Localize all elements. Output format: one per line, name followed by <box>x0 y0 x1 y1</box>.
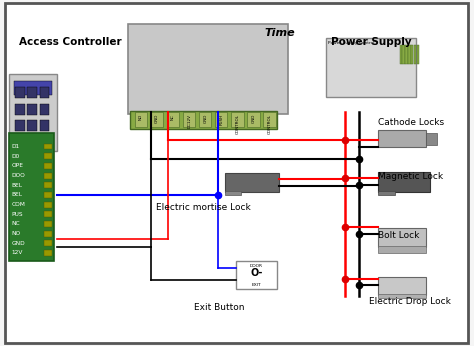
Text: PUSH: PUSH <box>219 114 223 125</box>
Bar <box>44 153 53 159</box>
Text: Power Supply: Power Supply <box>331 37 412 46</box>
Bar <box>402 45 405 64</box>
Text: Power Supply Control: Power Supply Control <box>328 41 375 45</box>
Bar <box>44 173 53 179</box>
Bar <box>225 173 279 192</box>
Text: CONTROL: CONTROL <box>236 114 239 134</box>
Bar <box>130 111 277 129</box>
Text: Cathode Locks: Cathode Locks <box>378 118 445 127</box>
Bar <box>27 87 37 98</box>
Bar <box>44 250 53 256</box>
Bar <box>9 74 57 151</box>
Bar <box>400 45 402 64</box>
Text: DOOR: DOOR <box>250 264 263 268</box>
Bar <box>378 191 395 195</box>
Bar <box>237 261 277 289</box>
Text: O-: O- <box>250 268 263 278</box>
Bar <box>135 112 147 127</box>
Bar <box>247 112 260 127</box>
Bar <box>231 112 244 127</box>
Bar <box>40 120 49 131</box>
Text: 12V: 12V <box>11 251 23 255</box>
Bar <box>27 104 37 115</box>
Bar <box>44 163 53 169</box>
Bar <box>44 182 53 188</box>
Bar <box>378 172 430 192</box>
Bar <box>378 294 426 298</box>
Bar <box>44 221 53 227</box>
Bar <box>378 130 426 147</box>
Text: Exit Button: Exit Button <box>194 303 245 312</box>
Bar <box>44 202 53 208</box>
Bar <box>264 112 276 127</box>
Text: DOO: DOO <box>11 173 25 178</box>
Bar <box>225 191 241 195</box>
Text: Magnetic Lock: Magnetic Lock <box>378 172 444 181</box>
Text: PUS: PUS <box>11 212 23 217</box>
Text: GND: GND <box>155 114 159 123</box>
Text: Bolt Lock: Bolt Lock <box>378 231 420 240</box>
Bar <box>128 24 289 114</box>
Bar <box>14 81 52 95</box>
Bar <box>44 144 53 149</box>
Text: BEL: BEL <box>11 183 22 188</box>
Bar <box>326 38 416 97</box>
Bar <box>15 120 25 131</box>
Bar <box>417 45 419 64</box>
Bar <box>44 211 53 217</box>
Bar <box>215 112 228 127</box>
Bar <box>15 104 25 115</box>
Text: GND: GND <box>252 114 255 123</box>
Bar <box>414 45 416 64</box>
Bar <box>44 231 53 237</box>
Text: NC: NC <box>11 221 20 226</box>
Bar <box>405 45 408 64</box>
Bar <box>40 104 49 115</box>
Text: GND: GND <box>203 114 207 123</box>
Text: D0: D0 <box>11 154 19 158</box>
Bar <box>9 133 55 261</box>
Text: Time: Time <box>265 28 295 38</box>
Bar <box>411 45 413 64</box>
Bar <box>378 277 426 295</box>
Bar <box>151 112 163 127</box>
Bar <box>167 112 179 127</box>
Text: OPE: OPE <box>11 163 23 168</box>
Bar <box>378 228 426 247</box>
Text: GND: GND <box>11 241 25 246</box>
Text: Access Controller: Access Controller <box>19 37 121 46</box>
Bar <box>15 87 25 98</box>
Text: Electric Drop Lock: Electric Drop Lock <box>369 297 451 306</box>
Text: COM: COM <box>11 202 25 207</box>
Text: NO: NO <box>139 114 143 120</box>
Text: D1: D1 <box>11 144 19 149</box>
Text: BEL: BEL <box>11 192 22 197</box>
Bar <box>40 87 49 98</box>
Bar <box>44 192 53 198</box>
Text: CONTROL: CONTROL <box>268 114 272 134</box>
Text: DC12V: DC12V <box>187 114 191 128</box>
Bar <box>408 45 410 64</box>
Text: NO: NO <box>11 231 20 236</box>
Bar <box>199 112 211 127</box>
Text: EXIT: EXIT <box>252 283 261 287</box>
Bar <box>183 112 195 127</box>
Bar <box>426 133 438 145</box>
Bar <box>44 240 53 246</box>
Text: Electric mortise Lock: Electric mortise Lock <box>156 203 251 212</box>
Bar <box>378 246 426 253</box>
Bar <box>27 120 37 131</box>
Text: NC: NC <box>171 114 175 120</box>
